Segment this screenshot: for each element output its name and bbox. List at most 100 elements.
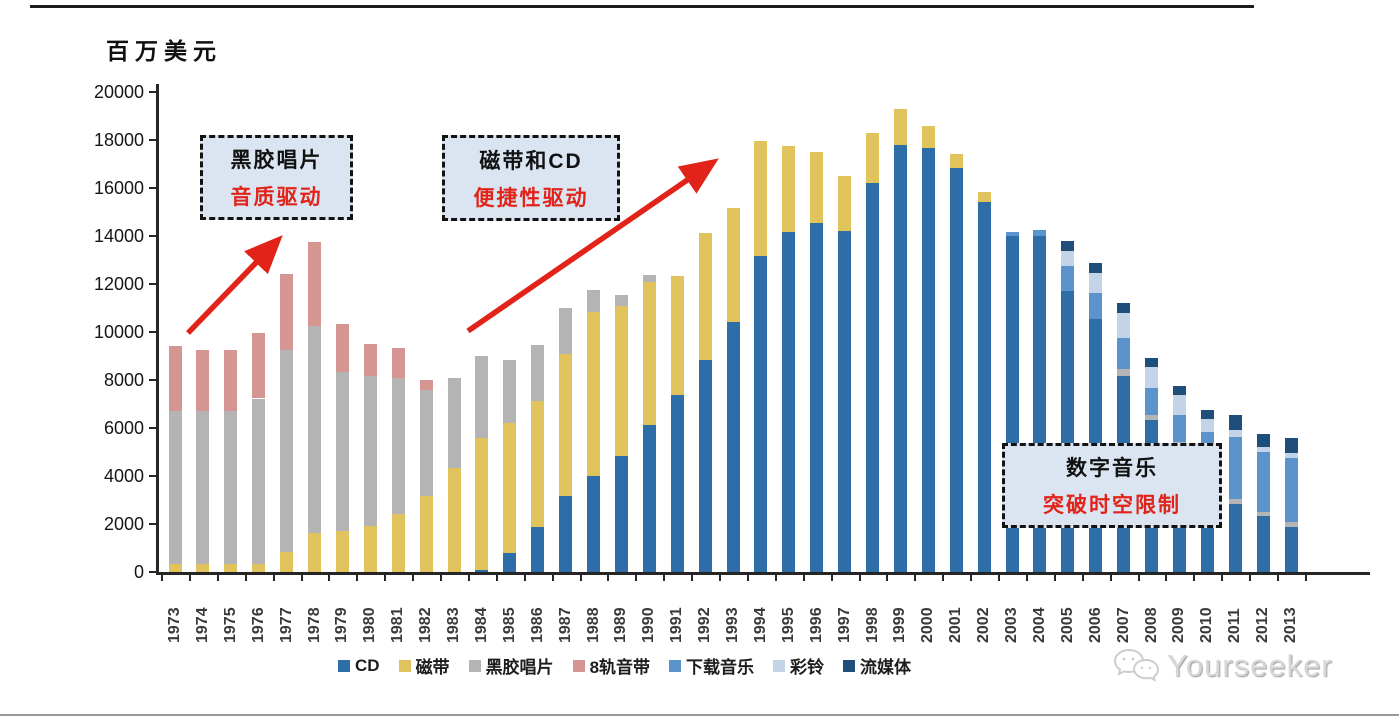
segment-黑胶唱片: [335, 371, 349, 531]
segment-黑胶唱片: [503, 360, 517, 424]
segment-下载音乐: [1089, 292, 1103, 319]
segment-彩铃: [1228, 430, 1242, 438]
segment-磁带: [475, 437, 489, 570]
segment-磁带: [670, 276, 684, 395]
x-axis-tick: [412, 575, 415, 581]
segment-下载音乐: [1284, 457, 1298, 523]
segment-彩铃: [1200, 419, 1214, 432]
segment-CD: [642, 424, 656, 572]
y-axis-tick-label: 12000: [93, 274, 144, 294]
bar-1981: [391, 92, 405, 572]
segment-磁带: [977, 192, 991, 203]
segment-黑胶唱片: [168, 410, 182, 565]
x-axis-year-label: 2001: [947, 607, 965, 643]
y-axis-tick-label: 16000: [93, 178, 144, 198]
x-axis-tick: [1165, 575, 1168, 581]
annotation-digital: 数字音乐 突破时空限制: [1002, 443, 1222, 528]
annotation-cassette-cd-title: 磁带和CD: [479, 149, 583, 173]
segment-磁带: [698, 233, 712, 361]
segment-磁带: [754, 141, 768, 257]
annotation-digital-title: 数字音乐: [1066, 457, 1158, 480]
x-axis-year-label: 1986: [528, 607, 546, 643]
x-axis-tick: [830, 575, 833, 581]
segment-CD: [670, 394, 684, 572]
x-axis-tick: [467, 575, 470, 581]
segment-8轨音带: [363, 344, 377, 377]
legend-item-下载音乐: 下载音乐: [669, 653, 754, 678]
y-axis-tick: [149, 571, 157, 573]
bar-2013: [1284, 92, 1298, 572]
segment-磁带: [447, 468, 461, 572]
segment-黑胶唱片: [363, 376, 377, 527]
bar-1990: [642, 92, 656, 572]
bar-2012: [1256, 92, 1270, 572]
segment-CD: [754, 256, 768, 572]
x-axis-tick: [607, 575, 610, 581]
bar-2000: [921, 92, 935, 572]
segment-CD: [503, 552, 517, 572]
segment-CD: [587, 476, 600, 572]
x-axis-tick: [440, 575, 443, 581]
y-axis-tick: [149, 187, 157, 189]
x-axis-tick: [356, 575, 359, 581]
segment-磁带: [391, 514, 405, 572]
x-axis-tick: [328, 575, 331, 581]
legend-label: CD: [355, 655, 380, 675]
segment-彩铃: [1117, 312, 1131, 338]
bar-1977: [280, 92, 294, 572]
x-axis-year-label: 1999: [891, 607, 909, 643]
segment-磁带: [866, 133, 879, 184]
segment-流媒体: [1256, 433, 1270, 447]
bar-1998: [866, 92, 879, 572]
annotation-vinyl-subtitle: 音质驱动: [230, 186, 323, 209]
legend-item-流媒体: 流媒体: [843, 653, 911, 678]
x-axis-tick: [300, 575, 303, 581]
x-axis-year-label: 2011: [1226, 608, 1244, 643]
bar-1974: [196, 92, 210, 572]
y-axis-tick: [149, 139, 157, 141]
segment-磁带: [280, 552, 294, 572]
annotation-vinyl-title: 黑胶唱片: [230, 149, 323, 172]
segment-彩铃: [1172, 395, 1186, 415]
bar-1999: [893, 92, 907, 572]
segment-CD: [1256, 516, 1270, 572]
x-axis-tick: [1081, 575, 1084, 581]
x-axis-year-label: 1998: [863, 607, 881, 643]
segment-流媒体: [1117, 303, 1131, 313]
bar-1989: [614, 92, 628, 572]
bar-1993: [726, 92, 740, 572]
x-axis-tick: [384, 575, 387, 581]
x-axis-year-label: 1996: [807, 607, 825, 643]
segment-8轨音带: [168, 346, 182, 411]
y-axis-tick-label: 20000: [93, 82, 144, 102]
wechat-bubbles-icon: [1113, 648, 1159, 682]
segment-黑胶唱片: [447, 377, 461, 469]
segment-磁带: [252, 564, 266, 572]
segment-黑胶唱片: [391, 378, 405, 515]
y-axis-line: [156, 84, 159, 574]
legend-swatch: [338, 659, 350, 672]
bar-1995: [782, 92, 796, 572]
segment-黑胶唱片: [1117, 369, 1131, 376]
legend-item-CD: CD: [338, 656, 380, 676]
segment-黑胶唱片: [224, 411, 238, 565]
segment-下载音乐: [1228, 437, 1242, 500]
x-axis-tick: [886, 575, 889, 581]
segment-流媒体: [1172, 386, 1186, 396]
segment-流媒体: [1200, 410, 1214, 420]
x-axis-year-label: 2007: [1114, 607, 1132, 643]
segment-流媒体: [1061, 240, 1075, 251]
x-axis-year-label: 2008: [1142, 607, 1160, 643]
segment-CD: [866, 183, 879, 572]
legend-label: 磁带: [415, 658, 450, 677]
segment-CD: [782, 232, 796, 572]
x-axis-tick: [1221, 575, 1224, 581]
legend-item-黑胶唱片: 黑胶唱片: [468, 653, 554, 678]
x-axis-tick: [1053, 575, 1056, 581]
segment-8轨音带: [252, 333, 266, 399]
x-axis-tick: [914, 575, 917, 581]
segment-下载音乐: [1172, 414, 1186, 442]
segment-磁带: [921, 126, 935, 148]
legend-label: 8轨音带: [589, 658, 651, 677]
y-axis-tick-label: 14000: [93, 226, 144, 246]
